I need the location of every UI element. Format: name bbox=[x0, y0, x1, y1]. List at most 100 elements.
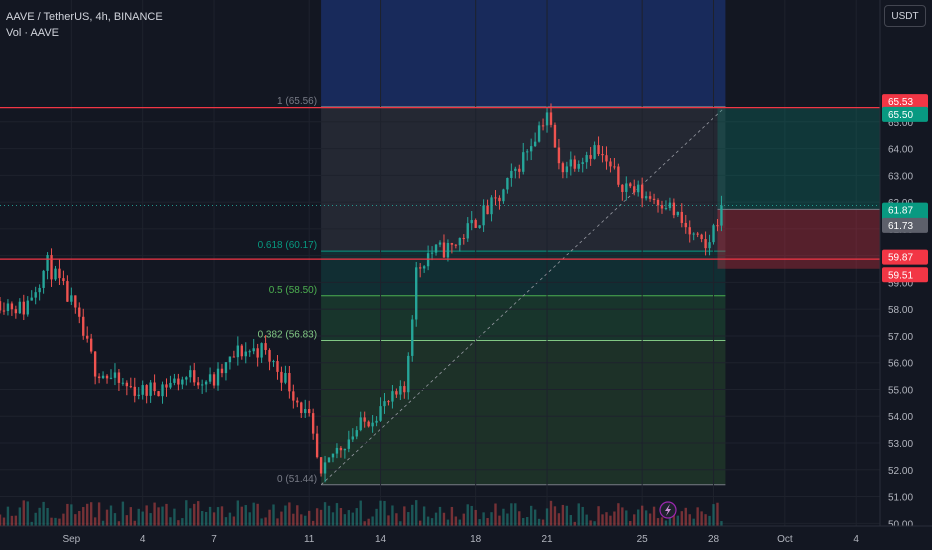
candle-body bbox=[109, 377, 113, 379]
volume-bar bbox=[391, 505, 394, 526]
volume-bar bbox=[335, 503, 339, 526]
candle-body bbox=[70, 295, 73, 302]
candle-body bbox=[268, 350, 271, 362]
volume-bar bbox=[629, 521, 632, 526]
candle-body bbox=[573, 159, 576, 169]
volume-bar bbox=[327, 505, 331, 526]
volume-bar bbox=[18, 507, 22, 526]
volume-bar bbox=[240, 506, 243, 526]
candle-body bbox=[367, 421, 370, 427]
candle-body bbox=[236, 345, 240, 358]
volume-bar bbox=[248, 512, 251, 526]
volume-bar bbox=[652, 506, 656, 526]
fib-band bbox=[321, 251, 726, 296]
volume-bar bbox=[553, 506, 557, 526]
candle-body bbox=[442, 242, 446, 258]
volume-bar bbox=[244, 505, 247, 526]
candle-body bbox=[466, 223, 469, 239]
candle-body bbox=[545, 112, 549, 126]
volume-bar bbox=[193, 503, 196, 526]
volume-bar bbox=[510, 503, 513, 526]
candle-body bbox=[688, 227, 691, 235]
currency-button[interactable]: USDT bbox=[884, 5, 926, 27]
position-target-zone bbox=[717, 108, 880, 210]
price-label-tag bbox=[882, 217, 928, 233]
volume-bar bbox=[664, 520, 668, 526]
price-label-text: 61.73 bbox=[888, 221, 913, 232]
volume-bar bbox=[486, 518, 489, 526]
candle-body bbox=[133, 386, 136, 396]
volume-bar bbox=[482, 512, 485, 526]
fib-level-label: 0.382 (56.83) bbox=[258, 329, 318, 340]
fib-band bbox=[321, 340, 726, 485]
candle-body bbox=[621, 184, 624, 192]
volume-bar bbox=[200, 511, 204, 526]
candle-body bbox=[660, 205, 664, 209]
volume-bar bbox=[125, 515, 129, 526]
volume-indicator-label[interactable]: Vol · AAVE bbox=[6, 27, 59, 39]
volume-bar bbox=[236, 500, 240, 526]
volume-bar bbox=[640, 505, 644, 526]
volume-bar bbox=[617, 503, 620, 526]
time-tick-label: 7 bbox=[211, 534, 217, 545]
candle-body bbox=[244, 351, 247, 357]
volume-bar bbox=[296, 505, 299, 526]
position-stop-zone bbox=[717, 209, 880, 269]
volume-bar bbox=[712, 504, 715, 526]
volume-bar bbox=[494, 503, 497, 526]
volume-bar bbox=[58, 518, 61, 526]
candle-body bbox=[200, 384, 204, 386]
long-position-tool bbox=[717, 108, 880, 269]
volume-bar bbox=[593, 521, 596, 526]
time-tick-label: Oct bbox=[777, 534, 793, 545]
volume-bar bbox=[613, 511, 616, 526]
price-tick-label: 53.00 bbox=[888, 439, 913, 450]
volume-bar bbox=[153, 502, 156, 526]
candle-body bbox=[240, 345, 243, 357]
volume-bar bbox=[272, 504, 275, 526]
candle-body bbox=[280, 371, 283, 383]
volume-bar bbox=[422, 506, 426, 526]
volume-bar bbox=[323, 502, 327, 526]
volume-bar bbox=[660, 517, 664, 526]
candle-body bbox=[629, 183, 632, 187]
volume-bar bbox=[415, 500, 418, 526]
candle-body bbox=[292, 391, 295, 401]
candle-body bbox=[383, 401, 386, 407]
candle-body bbox=[403, 386, 406, 393]
volume-bar bbox=[407, 512, 410, 526]
candle-body bbox=[605, 155, 608, 162]
candle-body bbox=[42, 270, 45, 288]
candle-body bbox=[533, 141, 537, 147]
symbol-title[interactable]: AAVE / TetherUS, 4h, BINANCE bbox=[6, 11, 163, 23]
lightning-icon bbox=[665, 504, 671, 516]
candle-body bbox=[252, 348, 255, 352]
volume-bar bbox=[232, 516, 236, 526]
volume-bar bbox=[276, 518, 279, 526]
volume-bar bbox=[522, 518, 525, 526]
candle-body bbox=[232, 356, 236, 358]
volume-bar bbox=[74, 514, 77, 526]
volume-bar bbox=[34, 512, 37, 526]
volume-bar bbox=[14, 515, 18, 526]
time-axis: Sep 4 7 11 14 18 21 25 28 Oct 4 bbox=[0, 525, 932, 550]
volume-bar bbox=[565, 505, 569, 526]
candle-body bbox=[185, 377, 188, 380]
candle-body bbox=[204, 381, 208, 385]
volume-bar bbox=[129, 507, 132, 526]
candle-body bbox=[648, 196, 652, 199]
candle-body bbox=[10, 303, 14, 310]
candle-body bbox=[62, 278, 65, 282]
candle-body bbox=[506, 177, 509, 190]
candle-body bbox=[177, 378, 180, 385]
candle-body bbox=[510, 170, 513, 178]
candle-body bbox=[169, 382, 172, 388]
volume-bar bbox=[438, 506, 442, 526]
volume-bar bbox=[0, 514, 2, 526]
candle-body bbox=[438, 242, 442, 245]
candle-body bbox=[672, 202, 676, 216]
candle-body bbox=[14, 309, 18, 314]
candle-body bbox=[181, 379, 184, 385]
